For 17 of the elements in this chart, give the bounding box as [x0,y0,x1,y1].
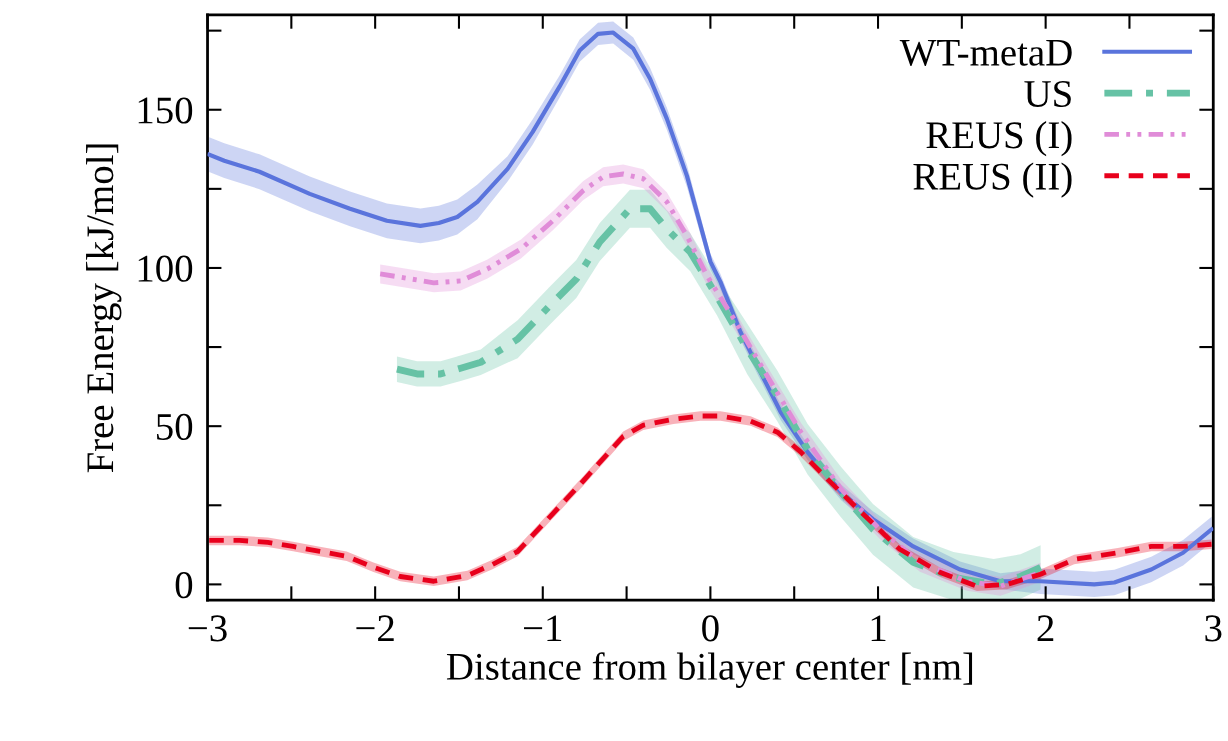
x-tick-label: −3 [188,615,227,642]
x-tick-label: 2 [1037,615,1054,642]
legend-label: REUS (I) [926,121,1072,157]
x-tick-label: 3 [1205,615,1222,642]
y-tick-label: 150 [138,97,193,124]
y-tick-label: 50 [157,413,193,441]
x-tick-label: 0 [702,615,719,642]
legend-label: US [1024,80,1071,108]
y-axis-title: Free Energy [kJ/mol] [86,144,122,473]
legend-label: WT-metaD [899,39,1072,66]
y-tick-label: 0 [175,572,193,599]
x-tick-label: 1 [871,615,886,642]
x-tick-label: −1 [524,615,562,642]
x-tick-label: −2 [356,615,394,642]
y-tick-label: 100 [138,255,193,282]
legend-label: REUS (II) [913,162,1072,198]
x-axis-title: Distance from bilayer center [nm] [446,652,973,688]
